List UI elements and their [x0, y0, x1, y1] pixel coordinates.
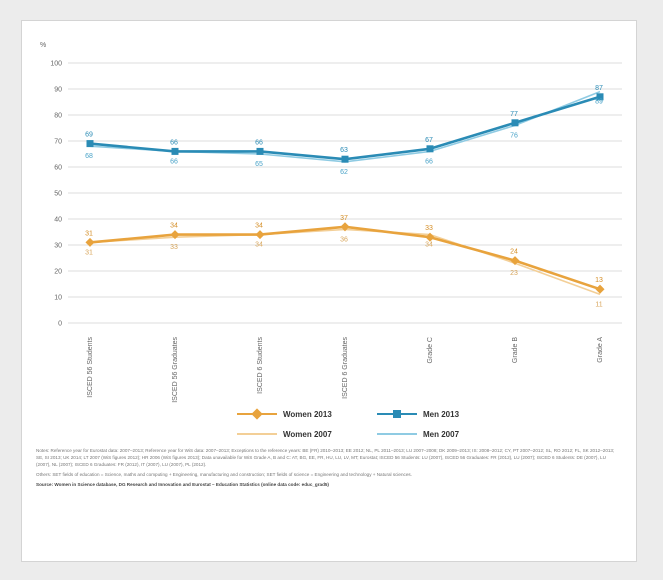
data-label-women-2007: 31 [85, 249, 93, 256]
data-point-men-2013 [596, 93, 604, 101]
data-point-men-2013 [256, 147, 264, 155]
data-point-men-2013 [86, 140, 94, 148]
y-tick-label: 10 [54, 295, 62, 302]
data-label-men-2013: 66 [170, 139, 178, 146]
data-label-women-2013: 31 [85, 230, 93, 237]
data-label-women-2007: 11 [595, 301, 602, 308]
y-tick-label: 100 [50, 61, 62, 68]
data-label-men-2007: 66 [425, 158, 433, 165]
data-label-women-2007: 34 [425, 242, 433, 249]
y-tick-label: 30 [54, 243, 62, 250]
data-label-men-2007: 62 [340, 169, 348, 176]
x-tick-label: ISCED 6 Graduates [342, 337, 349, 399]
data-label-men-2007: 66 [170, 158, 178, 165]
others-text: Others: SET fields of education = Scienc… [36, 472, 412, 477]
legend-swatch [377, 429, 417, 439]
figure-card: % 0 10 20 30 40 50 60 70 80 90 100 ISCED 56 Studen… [21, 20, 637, 562]
data-point-men-2013 [171, 147, 179, 155]
data-label-men-2007: 65 [255, 161, 263, 168]
data-label-men-2007: 68 [85, 153, 93, 160]
data-point-women-2013 [255, 230, 265, 240]
data-point-men-2013 [426, 145, 434, 153]
y-axis: 0 10 20 30 40 50 60 70 80 90 100 [50, 61, 62, 328]
data-point-women-2013 [85, 237, 95, 247]
data-label-women-2007: 34 [255, 242, 263, 249]
legend-swatch [237, 429, 277, 439]
legend-item-men-2013: Men 2013 [377, 409, 459, 419]
data-label-women-2013: 37 [340, 215, 348, 222]
data-label-women-2007: 33 [170, 244, 178, 251]
legend: Women 2013 Men 2013 Women 2007 Men 2007 [237, 408, 497, 443]
data-label-women-2013: 13 [595, 277, 603, 284]
y-tick-label: 40 [54, 217, 62, 224]
data-label-men-2007: 76 [510, 132, 518, 139]
legend-label: Women 2007 [283, 429, 332, 439]
x-tick-label: ISCED 56 Graduates [172, 337, 179, 403]
y-tick-label: 50 [54, 191, 62, 198]
data-label-men-2013: 63 [340, 147, 348, 154]
data-label-women-2013: 34 [255, 223, 263, 230]
line-chart: % 0 10 20 30 40 50 60 70 80 90 100 ISCED 56 Studen… [40, 42, 622, 403]
data-labels: 69 66 66 63 67 77 87 68 66 65 62 66 76 89 31 34 34 37 33 24… [85, 85, 603, 309]
y-tick-label: 90 [54, 87, 62, 94]
y-tick-label: 0 [58, 321, 62, 328]
data-label-men-2013: 87 [595, 85, 603, 92]
x-tick-label: Grade C [427, 337, 434, 363]
y-tick-label: 20 [54, 269, 62, 276]
figure-notes: Notes: Reference year for Eurostat data:… [36, 447, 621, 491]
data-label-women-2007: 23 [510, 270, 518, 277]
gridlines [68, 62, 622, 324]
data-label-men-2013: 66 [255, 139, 263, 146]
data-label-men-2013: 69 [85, 132, 93, 139]
data-point-men-2013 [341, 155, 349, 163]
legend-item-women-2013: Women 2013 [237, 408, 332, 420]
data-label-men-2013: 67 [425, 137, 433, 144]
data-label-women-2013: 33 [425, 225, 433, 232]
data-label-women-2007: 36 [340, 236, 348, 243]
x-tick-label: ISCED 6 Students [257, 337, 264, 394]
x-axis: ISCED 56 Students ISCED 56 Graduates ISCED… [87, 337, 604, 403]
data-point-men-2013 [511, 119, 519, 127]
legend-swatch [377, 409, 417, 419]
notes-text: Notes: Reference year for Eurostat data:… [36, 448, 615, 467]
data-label-men-2007: 89 [595, 99, 603, 106]
legend-item-women-2007: Women 2007 [237, 429, 332, 439]
legend-label: Women 2013 [283, 409, 332, 419]
x-tick-label: ISCED 56 Students [87, 337, 94, 398]
series-group [85, 90, 605, 296]
y-tick-label: 80 [54, 113, 62, 120]
data-point-women-2013 [595, 284, 605, 294]
data-label-women-2013: 24 [510, 249, 518, 256]
y-tick-label: 60 [54, 165, 62, 172]
x-tick-label: Grade B [512, 337, 519, 363]
legend-item-men-2007: Men 2007 [377, 429, 459, 439]
data-label-women-2013: 34 [170, 223, 178, 230]
legend-label: Men 2013 [423, 409, 460, 419]
y-tick-label: 70 [54, 139, 62, 146]
legend-label: Men 2007 [423, 429, 460, 439]
data-label-men-2013: 77 [510, 111, 518, 118]
legend-swatch [237, 408, 277, 420]
x-tick-label: Grade A [597, 337, 604, 363]
source-text: Source: Women in Science database, DG Re… [36, 482, 329, 487]
y-unit-label: % [40, 42, 46, 49]
